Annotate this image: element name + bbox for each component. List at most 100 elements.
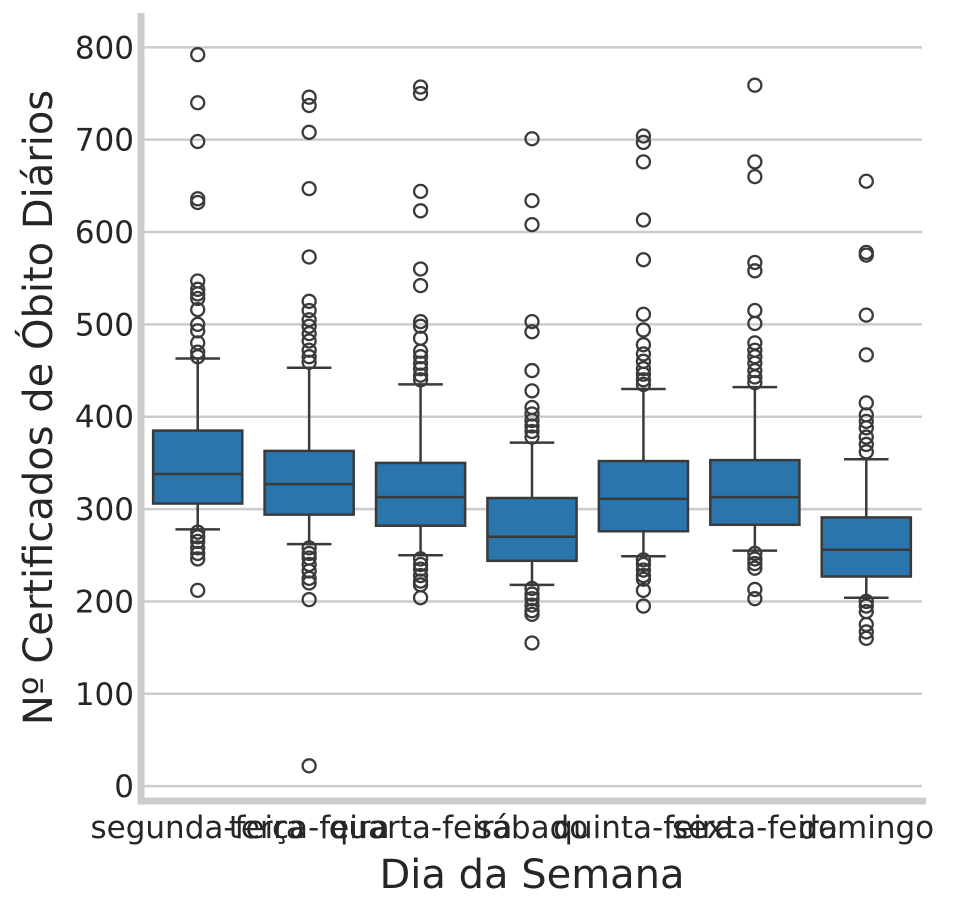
outlier-point: [190, 551, 206, 567]
outlier-point: [635, 337, 652, 353]
outlier-point: [412, 203, 429, 219]
outlier-point: [301, 575, 317, 591]
y-tick-label: 600: [75, 215, 134, 251]
y-tick-label: 400: [75, 400, 134, 436]
x-tick-labels: segunda-feiraterça-feiraquarta-feirasába…: [91, 810, 935, 846]
outlier-point: [524, 635, 540, 651]
outlier-point: [301, 545, 317, 562]
outlier-point: [301, 591, 317, 608]
axis-spines: [137, 13, 926, 805]
outlier-point: [301, 97, 317, 114]
outlier-point: [190, 47, 206, 63]
x-tick-label: segunda-feira: [91, 810, 305, 846]
outlier-point: [747, 581, 763, 598]
iqr-box: [709, 458, 801, 527]
iqr-box: [597, 459, 690, 533]
outlier-point: [412, 556, 429, 573]
box-group: [486, 131, 578, 651]
y-tick-label: 200: [75, 584, 134, 620]
grid-lines: [142, 46, 922, 788]
y-tick-label: 100: [75, 677, 134, 713]
outlier-point: [747, 545, 763, 562]
y-tick-label: 0: [114, 769, 134, 805]
box-group: [374, 79, 467, 606]
x-tick-label: quinta-feira: [553, 810, 733, 846]
iqr-box: [151, 429, 244, 505]
outlier-point: [635, 376, 652, 393]
outlier-point: [858, 444, 874, 460]
outlier-point: [301, 758, 317, 774]
outlier-point: [858, 429, 874, 445]
outlier-point: [747, 551, 763, 567]
outlier-point: [747, 77, 763, 93]
outlier-point: [747, 315, 763, 332]
outlier-point: [190, 349, 206, 365]
outlier-point: [858, 247, 874, 263]
outlier-point: [858, 624, 874, 640]
outlier-point: [524, 131, 540, 147]
outlier-point: [301, 325, 317, 342]
y-axis-title: Nº Certificados de Óbito Diários: [14, 90, 62, 725]
outlier-point: [747, 254, 763, 271]
outlier-point: [524, 362, 540, 379]
outlier-point: [301, 249, 317, 265]
outlier-point: [301, 333, 317, 349]
outlier-point: [524, 423, 540, 440]
outlier-point: [190, 133, 206, 150]
outlier-point: [747, 374, 763, 391]
outlier-point: [412, 590, 429, 606]
outlier-point: [190, 286, 206, 302]
outlier-point: [635, 571, 652, 587]
y-tick-label: 500: [75, 307, 134, 343]
outlier-point: [190, 316, 206, 333]
y-tick-label: 800: [75, 30, 134, 66]
outlier-point: [301, 124, 317, 140]
outlier-point: [190, 301, 206, 318]
outlier-point: [301, 180, 317, 197]
outlier-point: [301, 318, 317, 334]
outlier-point: [301, 293, 317, 309]
outlier-point: [635, 366, 652, 382]
outlier-point: [747, 154, 763, 170]
outlier-point: [190, 582, 206, 599]
outlier-point: [524, 606, 540, 623]
outlier-point: [858, 420, 874, 436]
outlier-point: [747, 560, 763, 576]
outlier-point: [635, 322, 652, 338]
iqr-box: [486, 496, 578, 563]
y-tick-label: 700: [75, 123, 134, 159]
outlier-point: [524, 192, 540, 209]
iqr-box: [820, 516, 913, 578]
iqr-box: [374, 461, 467, 527]
outlier-point: [635, 134, 652, 151]
outlier-point: [412, 79, 429, 95]
outlier-point: [190, 540, 206, 556]
outlier-point: [747, 168, 763, 185]
outlier-point: [190, 194, 206, 211]
outlier-point: [858, 413, 874, 430]
x-tick-label: sábado: [476, 810, 588, 846]
outlier-point: [524, 586, 540, 602]
x-axis-title: Dia da Semana: [379, 852, 684, 898]
outlier-point: [524, 313, 540, 330]
outlier-point: [635, 361, 652, 377]
box-group: [151, 47, 244, 599]
outlier-point: [635, 552, 652, 568]
box-group: [263, 89, 355, 774]
outlier-point: [747, 302, 763, 319]
x-tick-label: terça-feira: [229, 810, 390, 846]
outlier-point: [635, 306, 652, 322]
outlier-point: [858, 173, 874, 189]
x-tick-label: sexta-feira: [672, 810, 838, 846]
outlier-point: [524, 429, 540, 445]
outlier-point: [524, 580, 540, 597]
outlier-point: [301, 349, 317, 365]
outlier-point: [412, 372, 429, 388]
outlier-point: [412, 313, 429, 330]
outlier-point: [524, 418, 540, 434]
outlier-point: [858, 436, 874, 453]
outlier-point: [301, 540, 317, 556]
outlier-point: [635, 556, 652, 573]
x-tick-label: domingo: [798, 810, 934, 846]
outlier-point: [747, 591, 763, 607]
